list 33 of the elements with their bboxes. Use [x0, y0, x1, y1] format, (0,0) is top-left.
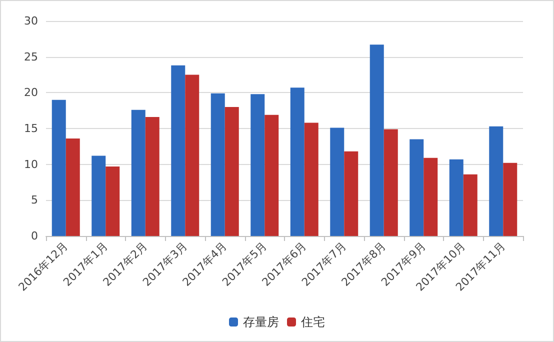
y-tick-label: 5 [31, 194, 38, 207]
legend-label: 住宅 [300, 315, 325, 329]
bar [330, 128, 344, 236]
bar [106, 166, 120, 236]
bar [264, 114, 279, 236]
y-tick-label: 0 [31, 230, 38, 242]
bar [250, 94, 265, 236]
bar [290, 88, 304, 236]
bar [145, 117, 160, 236]
bar [503, 162, 518, 236]
bar [52, 100, 66, 236]
bar [66, 138, 80, 236]
y-tick-label: 25 [24, 50, 38, 64]
bar [370, 44, 384, 236]
bar [92, 156, 106, 236]
y-tick-label: 20 [24, 86, 38, 100]
y-tick-label: 15 [24, 122, 38, 135]
bar [424, 158, 438, 236]
bar [185, 74, 200, 236]
bar [224, 107, 239, 236]
bar [463, 174, 478, 236]
y-tick-label: 10 [24, 158, 38, 171]
bar [344, 151, 358, 236]
bar [131, 110, 146, 236]
bar [304, 122, 318, 236]
bar [449, 159, 464, 236]
bar [384, 129, 398, 236]
y-tick-label: 30 [24, 14, 38, 28]
bar [410, 139, 424, 236]
bar [210, 93, 225, 236]
bar [171, 65, 186, 236]
legend-label: 存量房 [243, 315, 279, 329]
bar [489, 126, 504, 236]
